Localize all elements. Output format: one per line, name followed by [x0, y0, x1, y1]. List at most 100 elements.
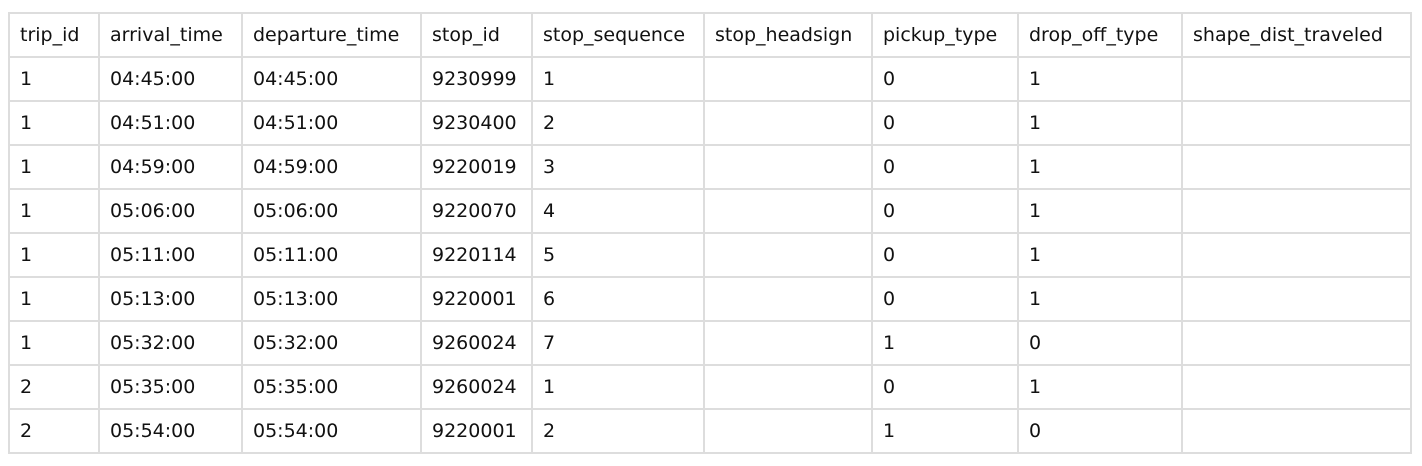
cell-stop-id: 9220070 [420, 188, 533, 234]
cell-stop-id: 9220019 [420, 144, 533, 190]
cell-shape-dist-traveled [1181, 56, 1412, 102]
cell-stop-id: 9230400 [420, 100, 533, 146]
cell-drop-off-type: 1 [1017, 276, 1183, 322]
cell-drop-off-type: 1 [1017, 188, 1183, 234]
column-header-drop-off-type: drop_off_type [1017, 12, 1183, 58]
cell-shape-dist-traveled [1181, 408, 1412, 454]
stop-times-table: trip_id arrival_time departure_time stop… [8, 12, 1412, 454]
cell-arrival-time: 05:11:00 [98, 232, 243, 278]
cell-arrival-time: 04:51:00 [98, 100, 243, 146]
cell-trip-id: 1 [8, 188, 100, 234]
cell-trip-id: 2 [8, 408, 100, 454]
column-header-arrival-time: arrival_time [98, 12, 243, 58]
cell-departure-time: 04:59:00 [241, 144, 422, 190]
cell-stop-sequence: 3 [531, 144, 705, 190]
table-row: 1 04:45:00 04:45:00 9230999 1 0 1 [8, 56, 1412, 102]
cell-stop-sequence: 1 [531, 364, 705, 410]
cell-trip-id: 1 [8, 276, 100, 322]
cell-pickup-type: 0 [871, 364, 1019, 410]
cell-departure-time: 05:11:00 [241, 232, 422, 278]
table-row: 1 05:32:00 05:32:00 9260024 7 1 0 [8, 320, 1412, 366]
column-header-stop-headsign: stop_headsign [703, 12, 873, 58]
cell-departure-time: 05:54:00 [241, 408, 422, 454]
cell-pickup-type: 0 [871, 144, 1019, 190]
cell-trip-id: 1 [8, 100, 100, 146]
cell-arrival-time: 05:13:00 [98, 276, 243, 322]
table-row: 1 04:51:00 04:51:00 9230400 2 0 1 [8, 100, 1412, 146]
cell-departure-time: 05:13:00 [241, 276, 422, 322]
column-header-shape-dist-traveled: shape_dist_traveled [1181, 12, 1412, 58]
cell-drop-off-type: 1 [1017, 364, 1183, 410]
cell-stop-sequence: 4 [531, 188, 705, 234]
cell-trip-id: 1 [8, 232, 100, 278]
cell-drop-off-type: 1 [1017, 232, 1183, 278]
cell-departure-time: 04:45:00 [241, 56, 422, 102]
cell-stop-headsign [703, 100, 873, 146]
cell-shape-dist-traveled [1181, 232, 1412, 278]
cell-stop-sequence: 7 [531, 320, 705, 366]
table-row: 1 05:06:00 05:06:00 9220070 4 0 1 [8, 188, 1412, 234]
cell-stop-headsign [703, 276, 873, 322]
cell-trip-id: 1 [8, 320, 100, 366]
cell-stop-sequence: 5 [531, 232, 705, 278]
cell-stop-sequence: 2 [531, 408, 705, 454]
cell-shape-dist-traveled [1181, 188, 1412, 234]
cell-pickup-type: 0 [871, 188, 1019, 234]
cell-shape-dist-traveled [1181, 100, 1412, 146]
cell-arrival-time: 05:06:00 [98, 188, 243, 234]
cell-stop-id: 9220114 [420, 232, 533, 278]
table-row: 2 05:35:00 05:35:00 9260024 1 0 1 [8, 364, 1412, 410]
column-header-departure-time: departure_time [241, 12, 422, 58]
cell-trip-id: 1 [8, 144, 100, 190]
table-body: 1 04:45:00 04:45:00 9230999 1 0 1 1 04:51:00 04:5… [8, 56, 1412, 454]
cell-pickup-type: 1 [871, 408, 1019, 454]
cell-arrival-time: 04:59:00 [98, 144, 243, 190]
cell-stop-headsign [703, 408, 873, 454]
cell-stop-sequence: 1 [531, 56, 705, 102]
cell-pickup-type: 0 [871, 276, 1019, 322]
column-header-trip-id: trip_id [8, 12, 100, 58]
cell-shape-dist-traveled [1181, 364, 1412, 410]
cell-departure-time: 05:35:00 [241, 364, 422, 410]
cell-drop-off-type: 1 [1017, 56, 1183, 102]
cell-pickup-type: 1 [871, 320, 1019, 366]
cell-pickup-type: 0 [871, 100, 1019, 146]
cell-stop-id: 9220001 [420, 276, 533, 322]
table-header: trip_id arrival_time departure_time stop… [8, 12, 1412, 58]
column-header-stop-sequence: stop_sequence [531, 12, 705, 58]
cell-trip-id: 1 [8, 56, 100, 102]
cell-drop-off-type: 0 [1017, 408, 1183, 454]
cell-shape-dist-traveled [1181, 320, 1412, 366]
cell-stop-headsign [703, 320, 873, 366]
cell-arrival-time: 05:54:00 [98, 408, 243, 454]
table-row: 1 05:11:00 05:11:00 9220114 5 0 1 [8, 232, 1412, 278]
cell-drop-off-type: 1 [1017, 100, 1183, 146]
table-row: 1 04:59:00 04:59:00 9220019 3 0 1 [8, 144, 1412, 190]
cell-arrival-time: 05:35:00 [98, 364, 243, 410]
cell-stop-headsign [703, 232, 873, 278]
cell-stop-headsign [703, 364, 873, 410]
cell-drop-off-type: 0 [1017, 320, 1183, 366]
cell-departure-time: 04:51:00 [241, 100, 422, 146]
cell-stop-headsign [703, 144, 873, 190]
cell-pickup-type: 0 [871, 56, 1019, 102]
table-row: 2 05:54:00 05:54:00 9220001 2 1 0 [8, 408, 1412, 454]
cell-shape-dist-traveled [1181, 144, 1412, 190]
cell-pickup-type: 0 [871, 232, 1019, 278]
cell-stop-id: 9260024 [420, 364, 533, 410]
cell-drop-off-type: 1 [1017, 144, 1183, 190]
cell-stop-headsign [703, 56, 873, 102]
cell-stop-headsign [703, 188, 873, 234]
cell-arrival-time: 05:32:00 [98, 320, 243, 366]
cell-stop-sequence: 2 [531, 100, 705, 146]
cell-departure-time: 05:06:00 [241, 188, 422, 234]
cell-stop-id: 9220001 [420, 408, 533, 454]
cell-stop-id: 9230999 [420, 56, 533, 102]
column-header-pickup-type: pickup_type [871, 12, 1019, 58]
cell-stop-sequence: 6 [531, 276, 705, 322]
cell-arrival-time: 04:45:00 [98, 56, 243, 102]
header-row: trip_id arrival_time departure_time stop… [8, 12, 1412, 58]
cell-departure-time: 05:32:00 [241, 320, 422, 366]
column-header-stop-id: stop_id [420, 12, 533, 58]
cell-stop-id: 9260024 [420, 320, 533, 366]
